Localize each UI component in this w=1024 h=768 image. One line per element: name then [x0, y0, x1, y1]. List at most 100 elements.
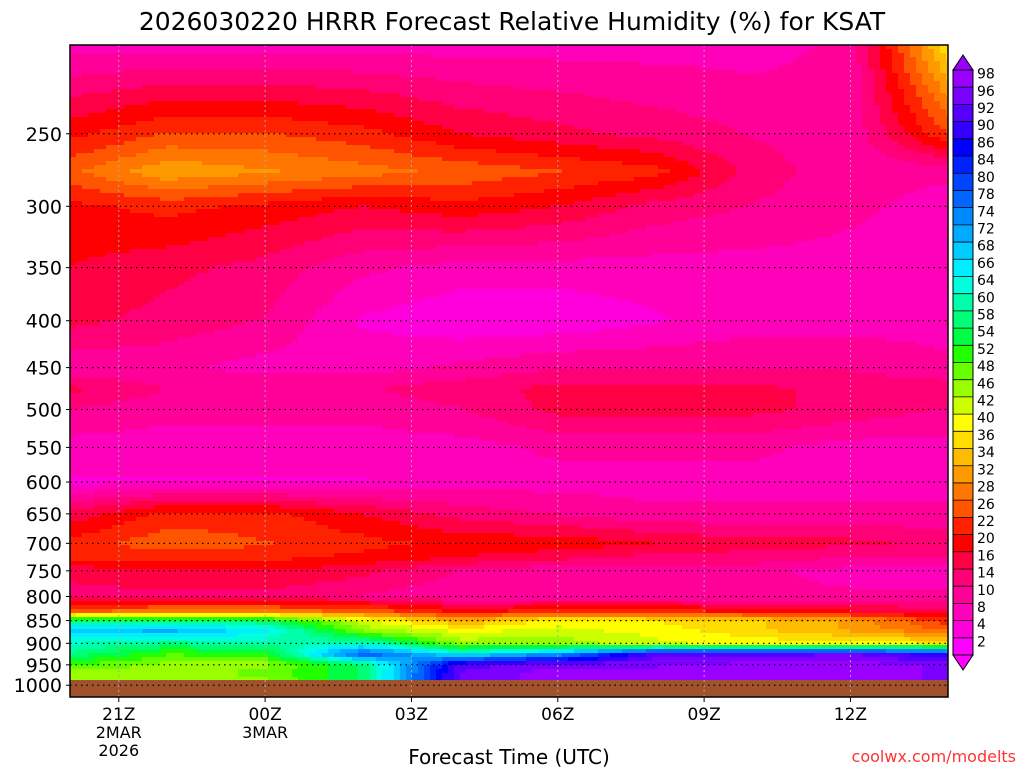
rh-cell — [214, 125, 221, 130]
rh-cell — [70, 57, 77, 62]
rh-cell — [550, 161, 557, 166]
rh-cell — [886, 109, 893, 114]
rh-cell — [886, 117, 893, 122]
rh-cell — [586, 61, 593, 66]
rh-cell — [658, 113, 665, 118]
rh-cell — [112, 129, 119, 134]
rh-cell — [76, 97, 83, 102]
rh-cell — [214, 61, 221, 66]
rh-cell — [280, 145, 287, 150]
rh-cell — [718, 161, 725, 166]
rh-cell — [112, 101, 119, 106]
rh-cell — [514, 137, 521, 142]
rh-cell — [268, 109, 275, 114]
rh-cell — [412, 97, 419, 102]
rh-cell — [694, 129, 701, 134]
rh-cell — [496, 153, 503, 158]
rh-cell — [724, 173, 731, 178]
rh-cell — [724, 49, 731, 54]
rh-cell — [766, 77, 773, 82]
rh-cell — [670, 101, 677, 106]
rh-cell — [484, 141, 491, 146]
rh-cell — [178, 49, 185, 54]
rh-cell — [358, 145, 365, 150]
rh-cell — [70, 137, 77, 142]
rh-cell — [274, 165, 281, 170]
rh-cell — [748, 109, 755, 114]
rh-cell — [184, 141, 191, 146]
rh-cell — [484, 125, 491, 130]
rh-cell — [862, 85, 869, 90]
rh-cell — [316, 61, 323, 66]
rh-cell — [88, 133, 95, 138]
rh-cell — [388, 113, 395, 118]
rh-cell — [832, 125, 839, 130]
rh-cell — [430, 169, 437, 174]
rh-cell — [550, 73, 557, 78]
rh-cell — [688, 133, 695, 138]
rh-cell — [592, 169, 599, 174]
rh-cell — [106, 157, 113, 162]
rh-cell — [910, 97, 917, 102]
rh-cell — [118, 97, 125, 102]
rh-cell — [892, 141, 899, 146]
rh-cell — [304, 97, 311, 102]
rh-cell — [862, 125, 869, 130]
rh-cell — [898, 45, 905, 50]
rh-cell — [352, 153, 359, 158]
rh-cell — [934, 133, 941, 138]
rh-cell — [286, 61, 293, 66]
rh-cell — [136, 81, 143, 86]
rh-cell — [412, 129, 419, 134]
rh-cell — [436, 101, 443, 106]
rh-cell — [382, 69, 389, 74]
rh-cell — [718, 141, 725, 146]
rh-cell — [304, 165, 311, 170]
rh-cell — [694, 137, 701, 142]
rh-cell — [406, 109, 413, 114]
rh-cell — [220, 105, 227, 110]
rh-cell — [712, 117, 719, 122]
rh-cell — [862, 121, 869, 126]
rh-cell — [646, 117, 653, 122]
rh-cell — [916, 77, 923, 82]
rh-cell — [190, 77, 197, 82]
rh-cell — [316, 137, 323, 142]
rh-cell — [112, 97, 119, 102]
rh-cell — [568, 149, 575, 154]
rh-cell — [604, 173, 611, 178]
rh-cell — [658, 169, 665, 174]
rh-cell — [112, 73, 119, 78]
rh-cell — [598, 129, 605, 134]
rh-cell — [202, 149, 209, 154]
rh-cell — [916, 45, 923, 50]
rh-cell — [136, 45, 143, 50]
rh-cell — [592, 121, 599, 126]
rh-cell — [70, 53, 77, 58]
rh-cell — [868, 113, 875, 118]
rh-cell — [202, 101, 209, 106]
rh-cell — [412, 133, 419, 138]
rh-cell — [676, 161, 683, 166]
rh-cell — [682, 161, 689, 166]
rh-cell — [322, 73, 329, 78]
rh-cell — [754, 137, 761, 142]
rh-cell — [418, 169, 425, 174]
rh-cell — [712, 169, 719, 174]
rh-cell — [646, 77, 653, 82]
rh-cell — [538, 157, 545, 162]
rh-cell — [892, 121, 899, 126]
rh-cell — [454, 69, 461, 74]
rh-cell — [166, 129, 173, 134]
rh-cell — [382, 101, 389, 106]
rh-cell — [136, 161, 143, 166]
rh-cell — [634, 77, 641, 82]
rh-cell — [370, 77, 377, 82]
rh-cell — [838, 133, 845, 138]
rh-cell — [454, 125, 461, 130]
rh-cell — [736, 157, 743, 162]
rh-cell — [658, 157, 665, 162]
rh-cell — [328, 117, 335, 122]
rh-cell — [124, 85, 131, 90]
rh-cell — [658, 161, 665, 166]
